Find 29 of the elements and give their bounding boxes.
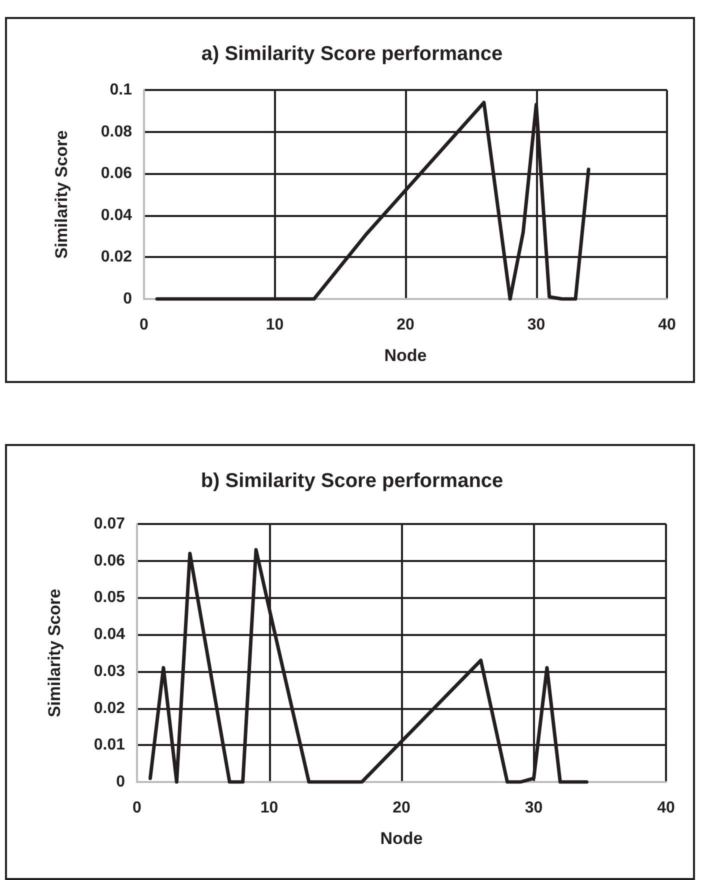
x-tick-label: 30 xyxy=(524,800,543,816)
x-axis-title: Node xyxy=(384,346,427,365)
y-tick-label: 0.07 xyxy=(94,516,126,532)
x-axis-title: Node xyxy=(380,829,423,848)
y-axis-title: Similarity Score xyxy=(52,130,71,259)
chart-title: b) Similarity Score performance xyxy=(200,470,504,492)
y-tick-label: 0.04 xyxy=(100,206,132,224)
chart-title: a) Similarity Score performance xyxy=(201,43,503,65)
x-tick-label: 40 xyxy=(658,316,676,334)
y-tick-label: 0.02 xyxy=(94,700,126,717)
y-tick-label: 0.02 xyxy=(100,248,132,266)
y-tick-label: 0.04 xyxy=(94,626,126,644)
y-tick-label: 0 xyxy=(116,774,126,790)
x-tick-label: 0 xyxy=(140,316,149,334)
y-tick-label: 0.01 xyxy=(94,736,126,754)
y-tick-label: 0.06 xyxy=(94,552,126,570)
x-tick-label: 20 xyxy=(392,800,410,816)
x-tick-label: 10 xyxy=(266,316,284,334)
y-tick-label: 0 xyxy=(123,290,132,308)
y-tick-label: 0.06 xyxy=(100,165,132,182)
y-tick-label: 0.03 xyxy=(94,662,126,680)
x-tick-label: 40 xyxy=(657,800,675,816)
y-tick-label: 0.08 xyxy=(100,123,132,140)
y-tick-label: 0.05 xyxy=(94,589,126,606)
x-tick-label: 10 xyxy=(260,800,278,816)
x-tick-label: 30 xyxy=(527,316,546,334)
y-tick-label: 0.1 xyxy=(110,82,132,98)
y-axis-title: Similarity Score xyxy=(45,588,64,718)
x-tick-label: 20 xyxy=(396,316,414,334)
